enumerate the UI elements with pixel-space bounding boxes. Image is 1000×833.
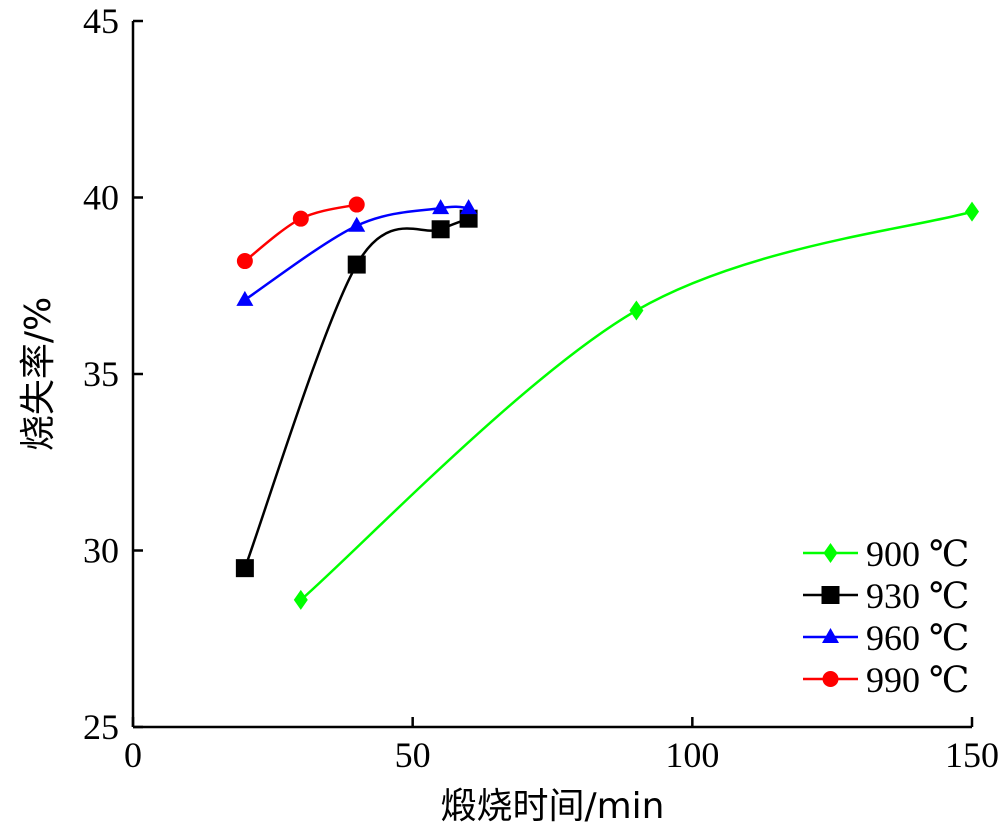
y-tick-label: 35 (83, 354, 119, 394)
x-ticks: 0 50 100 150 (124, 717, 999, 775)
y-tick-label: 25 (83, 707, 119, 747)
legend-label: 960 ℃ (866, 618, 969, 658)
series-circle (236, 196, 365, 270)
data-point (292, 210, 309, 227)
legend-label: 900 ℃ (866, 534, 969, 574)
legend-marker (823, 543, 838, 563)
data-point (460, 199, 478, 215)
x-tick-label: 100 (665, 735, 719, 775)
series-layer (235, 196, 979, 610)
data-point (293, 589, 308, 610)
data-point (236, 290, 254, 306)
y-tick-label: 40 (83, 178, 119, 218)
series-triangle (236, 199, 478, 306)
legend-label: 990 ℃ (866, 660, 969, 700)
data-point (236, 253, 253, 270)
y-tick-label: 45 (83, 1, 119, 41)
axes (131, 21, 972, 729)
series-line (244, 205, 469, 301)
legend-item: 990 ℃ (803, 660, 969, 700)
y-tick-label: 30 (83, 531, 119, 571)
legend-marker (822, 628, 839, 643)
data-point (347, 255, 366, 274)
data-point (432, 199, 450, 215)
legend-label: 930 ℃ (866, 576, 969, 616)
data-point (459, 209, 478, 228)
x-tick-label: 0 (124, 735, 142, 775)
x-tick-label: 50 (395, 735, 431, 775)
y-ticks: 25 30 35 40 45 (83, 1, 143, 747)
series-square (235, 209, 478, 578)
legend-item: 960 ℃ (803, 618, 969, 658)
legend-item: 900 ℃ (803, 534, 969, 574)
series-diamond (293, 201, 979, 610)
legend-marker (822, 671, 839, 687)
legend-item: 930 ℃ (803, 576, 969, 616)
data-point (431, 220, 450, 239)
y-axis-title: 烧失率/% (18, 297, 59, 451)
data-point (965, 201, 979, 222)
data-point (235, 559, 254, 578)
data-point (348, 196, 365, 213)
x-axis-title: 煅烧时间/min (440, 786, 664, 827)
x-tick-label: 150 (945, 735, 999, 775)
legend-marker (821, 586, 840, 604)
data-point (629, 300, 644, 321)
data-point (348, 216, 366, 232)
series-line (299, 210, 973, 601)
